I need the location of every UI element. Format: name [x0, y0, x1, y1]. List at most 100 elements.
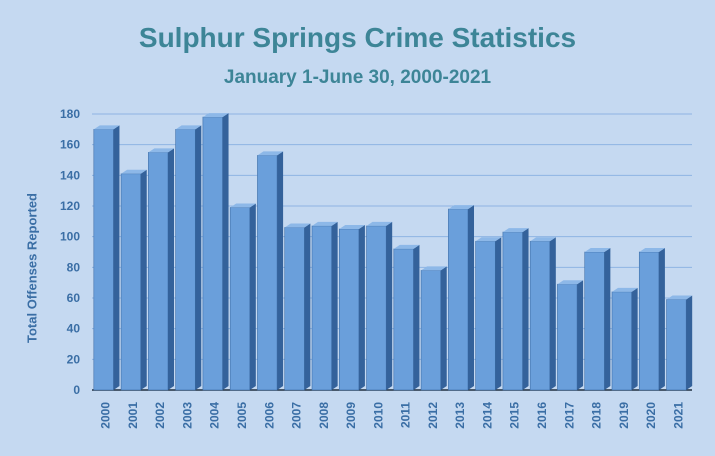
bar-top: [93, 125, 120, 130]
y-tick-label: 40: [67, 322, 81, 336]
y-tick-label: 80: [67, 260, 81, 274]
bar: [475, 237, 502, 391]
bar: [666, 295, 693, 391]
y-tick-label: 120: [60, 199, 80, 213]
bar: [584, 248, 611, 391]
bar: [529, 237, 556, 391]
bar-side: [495, 237, 502, 390]
x-tick-label: 2012: [426, 402, 440, 429]
bar-top: [448, 205, 474, 210]
bar: [557, 280, 584, 391]
bar: [229, 203, 256, 391]
bar-side: [358, 225, 365, 390]
bar-front: [257, 155, 278, 391]
x-tick-label: 2011: [399, 402, 413, 428]
bar-top: [639, 248, 665, 252]
bar-top: [339, 225, 365, 229]
bar-side: [168, 148, 174, 390]
x-tick-label: 2020: [644, 402, 658, 429]
bar: [148, 148, 174, 391]
bar-front: [529, 240, 551, 391]
bar-front: [120, 173, 142, 391]
bar: [638, 248, 665, 391]
bar-front: [666, 299, 687, 391]
bar-front: [393, 248, 414, 391]
bar-side: [468, 205, 474, 390]
y-tick-label: 0: [73, 383, 80, 397]
bar-top: [502, 228, 529, 233]
bar: [502, 228, 529, 391]
x-tick-label: 2016: [535, 402, 549, 429]
bar-top: [475, 237, 502, 242]
bar-front: [284, 227, 305, 391]
bar-front: [502, 231, 523, 391]
bar-top: [121, 169, 147, 174]
y-tick-label: 20: [67, 352, 81, 366]
bar-top: [175, 125, 202, 130]
x-tick-label: 2002: [153, 402, 167, 429]
x-tick-label: 2006: [262, 402, 276, 429]
bar: [120, 169, 147, 391]
bar-side: [140, 169, 147, 390]
bar-top: [557, 280, 584, 285]
bar-side: [113, 125, 120, 390]
bar-top: [148, 148, 174, 153]
x-tick-label: 2018: [590, 402, 604, 429]
bar-top: [284, 223, 311, 228]
bar-front: [611, 291, 632, 391]
bar-front: [338, 228, 360, 391]
x-tick-label: 2017: [562, 402, 576, 429]
bar: [93, 125, 120, 391]
y-tick-label: 140: [60, 168, 80, 182]
bar-front: [638, 251, 660, 391]
y-tick-label: 100: [60, 230, 80, 244]
y-tick-label: 60: [67, 291, 81, 305]
bar: [311, 221, 338, 391]
bar-side: [386, 221, 393, 390]
x-tick-label: 2013: [453, 402, 467, 429]
x-tick-label: 2019: [617, 402, 631, 429]
bar: [611, 287, 638, 391]
x-tick-label: 2007: [290, 402, 304, 429]
bar-top: [421, 266, 447, 271]
bar-front: [202, 116, 223, 391]
bar-top: [612, 287, 638, 292]
bar-side: [604, 248, 611, 390]
bar-front: [229, 207, 251, 391]
bar: [202, 113, 229, 391]
bar-front: [420, 270, 442, 391]
x-tick-label: 2003: [180, 402, 194, 429]
bar-front: [448, 208, 469, 391]
bar-side: [277, 151, 284, 390]
y-axis-ticks: 0 20 40 60 80 100 120 140 160 180: [60, 107, 80, 397]
bar: [284, 223, 311, 391]
bar-top: [257, 151, 284, 156]
bar-side: [658, 248, 665, 390]
bar: [175, 125, 202, 391]
x-tick-label: 2008: [317, 402, 331, 429]
bars: [93, 113, 693, 391]
bar: [420, 266, 447, 391]
bar-side: [331, 221, 338, 390]
bar-front: [93, 129, 114, 391]
x-axis-ticks: 2000 2001 2002 2003 2004 2005 2006 2007 2008 2009…: [99, 402, 686, 429]
bar-top: [202, 113, 229, 118]
x-tick-label: 2015: [508, 402, 522, 429]
bar-front: [366, 225, 387, 391]
bar-front: [175, 129, 196, 391]
bar-side: [577, 280, 584, 390]
bar-side: [222, 113, 229, 391]
bar-side: [249, 203, 256, 390]
chart-subtitle: January 1-June 30, 2000-2021: [223, 67, 492, 88]
x-tick-label: 2004: [208, 402, 222, 429]
bar-top: [393, 244, 420, 249]
x-tick-label: 2021: [671, 402, 685, 429]
bar: [257, 151, 284, 391]
bar-front: [311, 225, 332, 391]
bar: [393, 244, 420, 391]
bar: [338, 225, 365, 391]
bar: [448, 205, 474, 391]
bar-side: [304, 223, 311, 390]
bar-side: [631, 287, 638, 390]
